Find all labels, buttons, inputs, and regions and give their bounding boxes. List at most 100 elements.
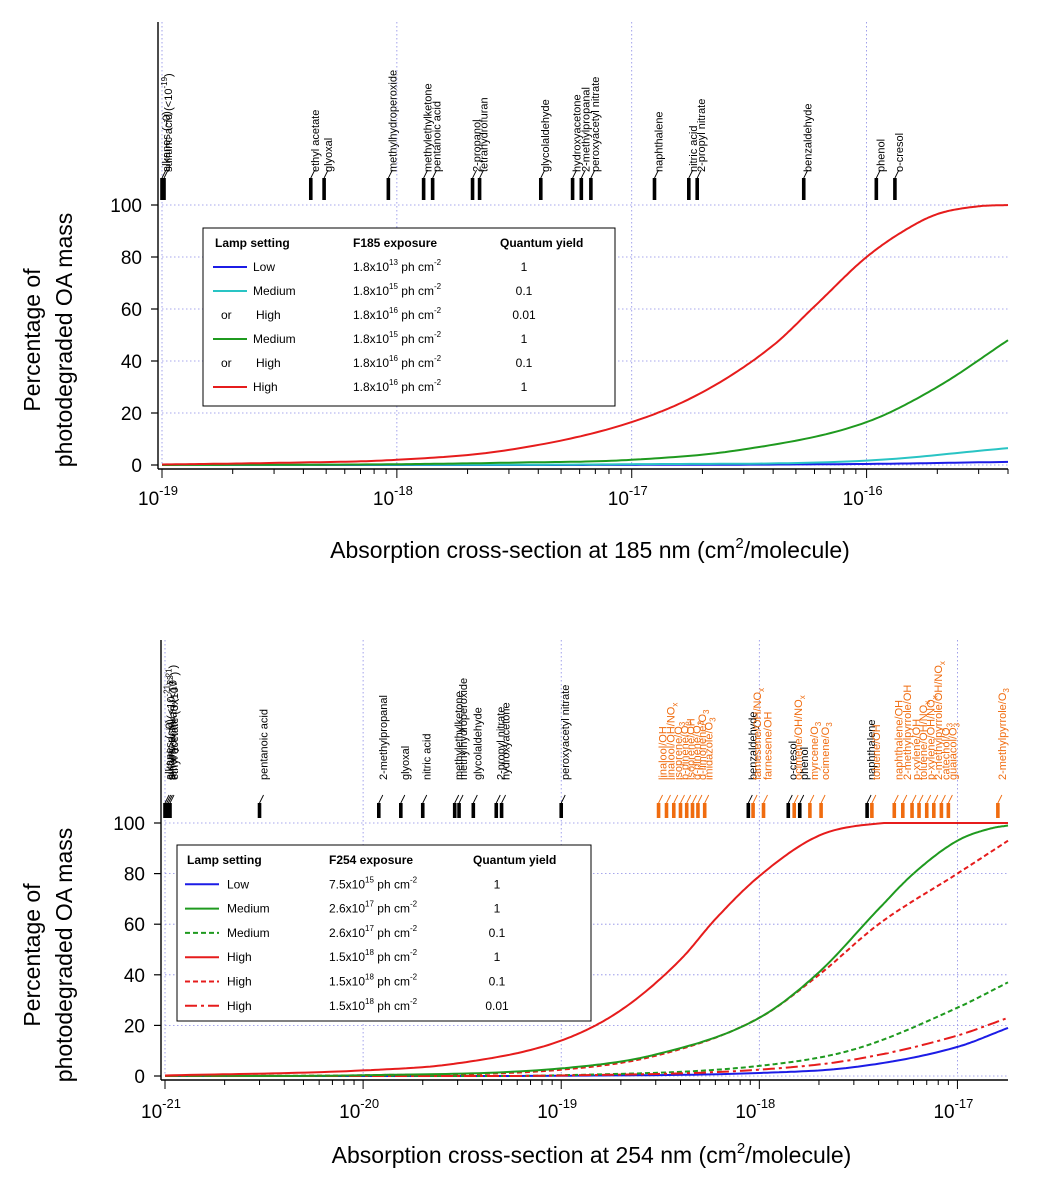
legend-quantum-yield: 0.1 — [516, 356, 533, 370]
compound-label: alkanes (~0) — [164, 719, 176, 780]
bottom-chart-254nm: 0 20 40 60 80 100 10-21 10-20 10-19 10-18 10-17 Per… — [19, 640, 1011, 1168]
compound-marker — [996, 803, 1000, 818]
compound-label: naphthalene/OH — [893, 700, 905, 780]
compound-label: glyoxal — [400, 746, 412, 780]
legend-setting: Low — [227, 877, 249, 891]
legend-exposure: 7.5x1015 ph cm-2 — [329, 875, 418, 891]
y-tick-label: 100 — [110, 196, 142, 217]
compound-marker — [671, 803, 676, 818]
legend-exposure: 1.5x1018 ph cm-2 — [329, 973, 418, 989]
compound-leader — [809, 794, 815, 804]
legend-setting: Medium — [227, 902, 270, 916]
compound-label: toluene/OH/NOx — [918, 701, 932, 780]
legend-header: Lamp setting — [187, 853, 262, 867]
compound-label: isoprene/O3 — [673, 721, 687, 780]
compound-marker — [160, 178, 164, 200]
compound-label: glycolaldehyde — [540, 99, 552, 172]
compound-marker — [421, 178, 426, 200]
compound-leader — [163, 169, 169, 179]
legend-quantum-yield: 1 — [521, 332, 528, 346]
compound-label: benzaldehyde — [803, 103, 815, 172]
legend-exposure: 1.5x1018 ph cm-2 — [329, 997, 418, 1013]
compound-label: peroxyacetyl nitrate — [560, 685, 572, 780]
compound-leader — [688, 169, 694, 179]
y-tick-label: 40 — [124, 966, 145, 987]
compound-marker — [687, 178, 691, 200]
series-line — [164, 822, 1008, 1077]
legend-quantum-yield: 0.1 — [489, 975, 506, 989]
compound-marker — [664, 803, 669, 818]
compound-marker — [162, 178, 166, 200]
compound-marker — [751, 803, 755, 818]
y-axis-label-line2: photodegraded OA mass — [51, 213, 77, 467]
compound-marker — [786, 803, 791, 818]
compound-leader — [580, 169, 586, 179]
compound-leader — [400, 794, 406, 804]
compound-leader — [997, 794, 1003, 804]
legend-quantum-yield: 1 — [494, 902, 501, 916]
legend-prefix: or — [221, 308, 232, 322]
compound-marker — [452, 803, 457, 818]
compound-leader — [495, 794, 501, 804]
y-axis-label-line1: Percentage of — [19, 883, 45, 1027]
x-tick-label: 10-18 — [735, 1096, 775, 1123]
series-line — [165, 824, 1009, 1077]
compound-marker — [559, 803, 564, 818]
compound-leader — [697, 794, 703, 804]
compound-label: nitric acid — [422, 734, 434, 780]
compound-leader — [387, 169, 393, 179]
compound-leader — [166, 794, 172, 804]
x-axis-label: Absorption cross-section at 185 nm (cm2/… — [330, 535, 850, 563]
compound-leader — [472, 794, 478, 804]
compound-leader — [893, 794, 899, 804]
compound-marker — [924, 803, 929, 818]
compound-leader — [259, 794, 264, 804]
x-tick-label: 10-19 — [138, 483, 178, 510]
compound-leader — [378, 794, 384, 804]
compound-leader — [423, 169, 429, 179]
legend-exposure: 2.6x1017 ph cm-2 — [329, 924, 418, 940]
compound-leader — [926, 794, 932, 804]
compound-leader — [875, 169, 881, 179]
compound-marker — [499, 803, 504, 818]
series-line — [165, 1026, 1009, 1077]
compound-label: isoprene/OH — [686, 718, 698, 780]
legend-setting: High — [227, 975, 252, 989]
legend-header: F254 exposure — [329, 853, 413, 867]
y-tick-label: 80 — [124, 865, 145, 886]
legend-setting: Medium — [253, 332, 296, 346]
compound-label: p-xylene/OH — [911, 719, 923, 780]
compound-marker — [874, 178, 879, 200]
compound-marker — [538, 178, 543, 200]
compound-marker — [696, 803, 700, 818]
series-line — [162, 339, 1009, 466]
y-axis-label-line1: Percentage of — [19, 268, 45, 412]
compound-marker — [470, 178, 475, 200]
compound-label: 2-methylpyrrole/OH — [902, 685, 914, 780]
compound-leader — [793, 794, 799, 804]
series-line — [165, 981, 1009, 1077]
compound-label: methylethylketone — [423, 83, 435, 172]
legend-exposure: 1.8x1015 ph cm-2 — [353, 282, 442, 298]
legend-exposure: 1.8x1016 ph cm-2 — [353, 306, 442, 322]
compound-label: pentanoic acid — [259, 709, 271, 780]
legend-exposure: 1.8x1016 ph cm-2 — [353, 354, 442, 370]
compound-leader — [894, 169, 900, 179]
compound-marker — [702, 803, 707, 818]
compound-marker — [579, 178, 584, 200]
y-tick-label: 60 — [124, 915, 145, 936]
legend: Lamp setting F254 exposure Quantum yield Lo… — [176, 844, 592, 1022]
compound-leader — [323, 169, 329, 179]
compound-leader — [752, 794, 758, 804]
compound-leader — [940, 794, 946, 804]
compound-marker — [430, 178, 435, 200]
x-tick-label: 10-20 — [339, 1096, 379, 1123]
legend: Lamp setting F185 exposure Quantum yield Lo… — [202, 227, 616, 407]
compound-leader — [167, 794, 173, 804]
compound-label: peroxyacetyl nitrate — [590, 77, 602, 172]
compound-marker — [761, 803, 766, 818]
compound-label: ocimene/OH/NOx — [793, 695, 807, 780]
compound-leader — [692, 794, 697, 804]
x-tick-label: 10-18 — [373, 483, 413, 510]
compound-label: guaiacol/O3 — [947, 722, 961, 780]
